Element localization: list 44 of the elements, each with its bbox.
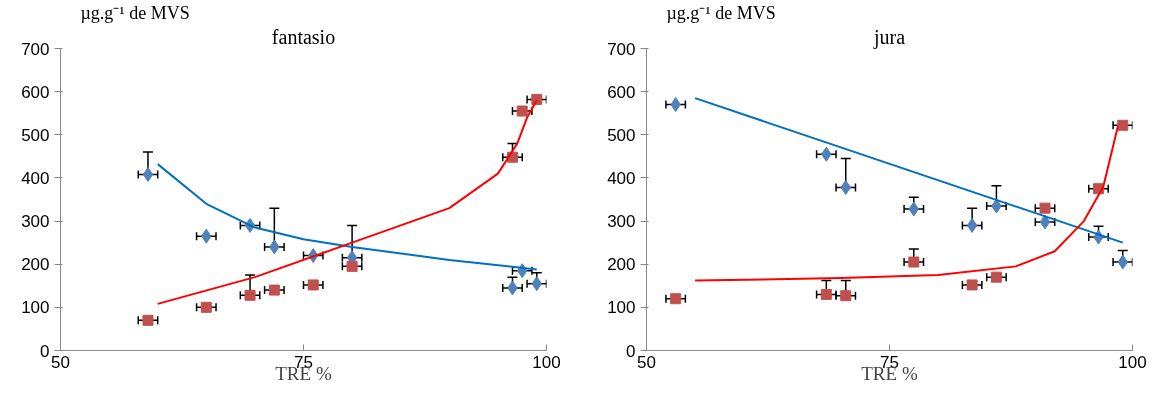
point: [670, 293, 682, 305]
y-tick-label: 400: [21, 168, 50, 188]
y-tick-label: 400: [607, 168, 636, 188]
y-tick-label: 500: [607, 125, 636, 145]
point: [200, 301, 212, 313]
point: [966, 279, 978, 291]
y-tick-label: 100: [21, 298, 50, 318]
point: [840, 290, 852, 302]
y-tick-label: 300: [21, 212, 50, 232]
point: [1117, 119, 1129, 131]
y-tick-label: 700: [607, 39, 636, 59]
point: [908, 256, 920, 268]
x-tick-label: 50: [637, 352, 656, 372]
y-tick-label: 100: [607, 298, 636, 318]
chart-title: fantasio: [271, 25, 336, 48]
point: [142, 314, 154, 326]
y-tick-label: 0: [626, 341, 636, 361]
point: [1039, 202, 1051, 214]
y-tick-label: 200: [607, 255, 636, 275]
point: [516, 105, 528, 117]
x-tick-label: 100: [532, 352, 561, 372]
point: [268, 284, 280, 296]
y-tick-label: 0: [40, 341, 50, 361]
point: [1039, 214, 1051, 230]
y-tick-label: 500: [21, 125, 50, 145]
y-tick-label: 700: [21, 39, 50, 59]
y-tick-label: 300: [607, 212, 636, 232]
x-tick-label: 50: [51, 352, 70, 372]
y-tick-label: 200: [21, 255, 50, 275]
x-tick-label: 100: [1118, 352, 1147, 372]
point: [244, 289, 256, 301]
y-tick-label: 600: [21, 82, 50, 102]
point: [142, 166, 154, 182]
point: [990, 271, 1002, 283]
line-series: [156, 163, 538, 271]
point: [820, 288, 832, 300]
point: [346, 260, 358, 272]
y-axis-title: µg.g⁻¹ de MVS: [666, 2, 776, 23]
point: [307, 279, 319, 291]
y-axis-title: µg.g⁻¹ de MVS: [80, 2, 190, 23]
point: [531, 93, 543, 105]
point: [966, 217, 978, 233]
chart-title: jura: [872, 25, 906, 49]
y-tick-label: 600: [607, 82, 636, 102]
